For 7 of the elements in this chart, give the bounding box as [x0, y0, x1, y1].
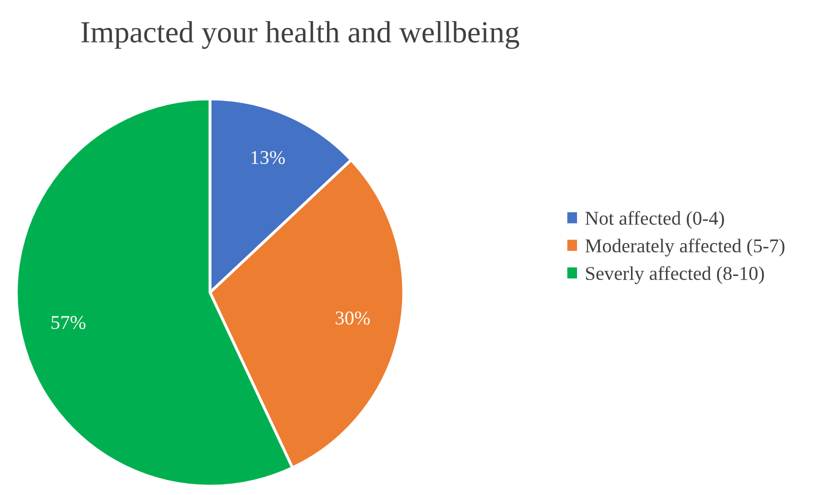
legend-label: Not affected (0-4)	[585, 210, 724, 229]
legend-label: Moderately affected (5-7)	[585, 238, 784, 256]
data-label: 30%	[336, 311, 370, 325]
legend-label: Severly affected (8-10)	[586, 266, 764, 284]
chart-title: Impacted your health and wellbeing	[81, 21, 520, 49]
data-label: 57%	[52, 316, 86, 330]
data-label: 13%	[252, 150, 285, 164]
